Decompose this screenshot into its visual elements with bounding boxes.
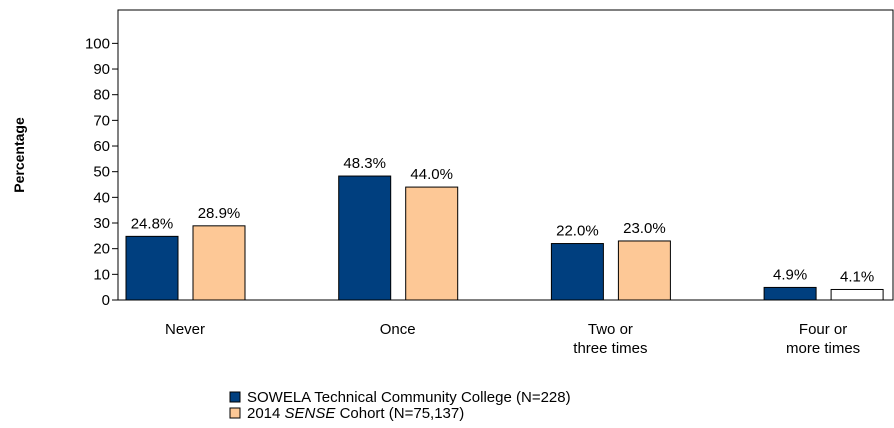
bar: [125, 235, 179, 301]
bar: [550, 243, 604, 301]
legend-label: SOWELA Technical Community College (N=22…: [247, 389, 571, 406]
legend-swatch: [229, 407, 241, 419]
plot-frame: [117, 9, 894, 301]
bar: [338, 175, 392, 301]
bar: [830, 288, 884, 301]
value-label: 24.8%: [131, 215, 174, 232]
y-tick-label: 50: [93, 164, 110, 181]
x-tick-label: Two or three times: [573, 321, 647, 357]
y-tick-label: 30: [93, 215, 110, 232]
value-label: 4.9%: [773, 266, 807, 283]
legend-label: 2014 SENSE Cohort (N=75,137): [247, 405, 464, 422]
x-tick-label: Once: [380, 321, 416, 338]
value-label: 23.0%: [623, 220, 666, 237]
x-tick-label: Never: [165, 321, 205, 338]
value-label: 4.1%: [840, 268, 874, 285]
y-tick-label: 60: [93, 138, 110, 155]
y-tick-label: 80: [93, 87, 110, 104]
bar: [192, 225, 246, 301]
bar: [763, 286, 817, 301]
value-label: 22.0%: [556, 223, 599, 240]
y-tick-label: 70: [93, 112, 110, 129]
y-tick-label: 100: [85, 35, 110, 52]
bar: [405, 186, 459, 301]
y-axis-label: Percentage: [11, 117, 27, 193]
value-label: 44.0%: [410, 166, 453, 183]
legend-swatch: [229, 391, 241, 403]
y-tick-label: 40: [93, 189, 110, 206]
y-tick-label: 90: [93, 61, 110, 78]
y-tick-label: 0: [102, 292, 110, 309]
y-tick-label: 10: [93, 266, 110, 283]
x-tick-label: Four or more times: [786, 321, 860, 357]
bar: [617, 240, 671, 301]
value-label: 48.3%: [343, 155, 386, 172]
y-tick-label: 20: [93, 241, 110, 258]
value-label: 28.9%: [198, 205, 241, 222]
